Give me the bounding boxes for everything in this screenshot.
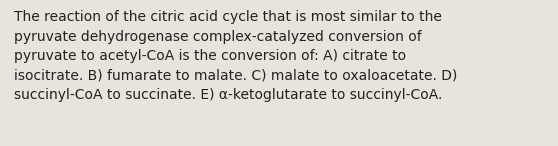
Text: The reaction of the citric acid cycle that is most similar to the
pyruvate dehyd: The reaction of the citric acid cycle th…: [14, 10, 458, 102]
